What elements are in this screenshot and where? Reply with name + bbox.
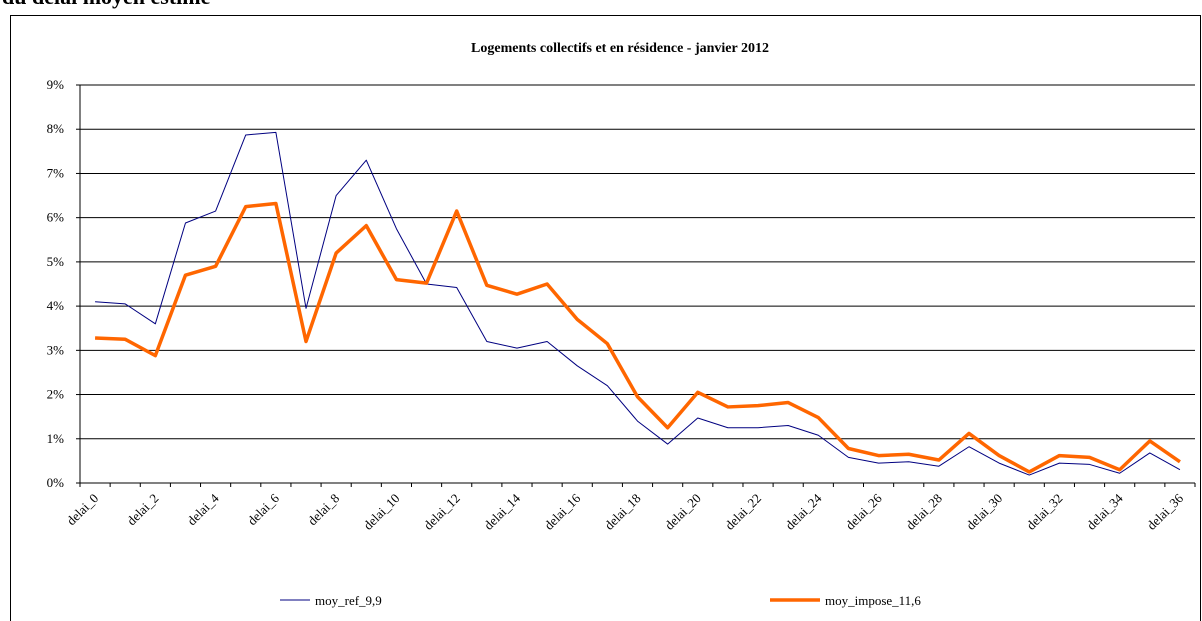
y-tick-label: 1% <box>47 431 65 446</box>
y-tick-label: 5% <box>47 254 65 269</box>
y-tick-label: 0% <box>47 475 65 490</box>
y-tick-label: 2% <box>47 387 65 402</box>
chart-title: Logements collectifs et en résidence - j… <box>471 41 769 56</box>
series-line <box>95 131 1181 476</box>
y-tick-label: 8% <box>47 121 65 136</box>
y-tick-label: 7% <box>47 165 65 180</box>
y-tick-label: 3% <box>47 342 65 357</box>
legend-label: moy_ref_9,9 <box>315 593 382 608</box>
series-line <box>94 201 1181 474</box>
legend-label: moy_impose_11,6 <box>825 593 921 608</box>
y-tick-label: 6% <box>47 210 65 225</box>
chart-frame <box>10 15 1201 621</box>
y-tick-label: 9% <box>47 77 65 92</box>
y-tick-label: 4% <box>47 298 65 313</box>
page-title: du délai moyen estimé <box>2 0 211 9</box>
